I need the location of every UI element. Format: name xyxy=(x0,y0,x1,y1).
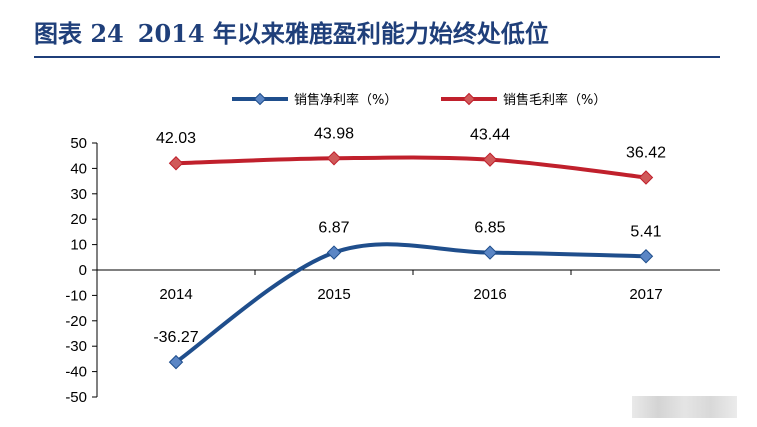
y-tick-label: -30 xyxy=(65,338,87,355)
x-tick-label: 2016 xyxy=(473,286,506,303)
data-point xyxy=(638,249,654,264)
chart-data-labels: -36.27 6.87 6.85 5.41 42.03 43.98 43.44 36.42 xyxy=(153,125,666,346)
data-label: 36.42 xyxy=(626,144,666,161)
data-point xyxy=(168,354,184,370)
legend-swatch-marker xyxy=(462,92,476,106)
series-line-0 xyxy=(174,242,648,365)
data-label: 5.41 xyxy=(630,223,661,240)
data-label: 43.44 xyxy=(470,127,510,144)
data-point xyxy=(168,156,184,171)
data-point xyxy=(326,151,342,166)
title-underline xyxy=(34,56,720,58)
figure-label: 图表 24 xyxy=(34,19,124,48)
data-point xyxy=(326,245,342,260)
data-point xyxy=(638,170,654,185)
data-point xyxy=(482,152,498,167)
figure-title: 图表 24 2014 年以来雅鹿盈利能力始终处低位 xyxy=(34,14,549,49)
series-line-1 xyxy=(174,155,648,180)
y-tick-label: -40 xyxy=(65,364,87,381)
chart-lines xyxy=(174,155,648,365)
watermark xyxy=(632,396,737,418)
legend-label: 销售毛利率（%） xyxy=(503,92,606,108)
x-tick-label: 2015 xyxy=(317,286,350,303)
chart-axes: 50 40 30 20 10 0 -10 -20 -30 -40 -50 2014 2015 2016 20… xyxy=(65,135,720,406)
y-tick-label: 50 xyxy=(70,135,87,152)
data-point xyxy=(482,245,498,260)
y-tick-label: 40 xyxy=(70,160,87,177)
y-tick-label: 10 xyxy=(70,237,87,254)
y-tick-label: 0 xyxy=(79,262,87,279)
legend-swatch-marker xyxy=(253,92,267,106)
data-label: 42.03 xyxy=(156,130,196,147)
y-tick-label: -10 xyxy=(65,287,87,304)
figure-title-text: 2014 年以来雅鹿盈利能力始终处低位 xyxy=(137,19,549,48)
y-tick-label: 20 xyxy=(70,211,87,228)
data-label: 6.87 xyxy=(318,220,349,237)
data-label: -36.27 xyxy=(153,329,198,346)
legend-label: 销售净利率（%） xyxy=(294,92,397,108)
y-tick-label: 30 xyxy=(70,186,87,203)
y-tick-label: -50 xyxy=(65,389,87,406)
chart-legend: 销售净利率（%） 销售毛利率（%） xyxy=(232,92,606,108)
x-tick-label: 2014 xyxy=(159,286,192,303)
data-label: 6.85 xyxy=(474,220,505,237)
x-tick-label: 2017 xyxy=(629,286,662,303)
data-label: 43.98 xyxy=(314,125,354,142)
chart-markers xyxy=(168,151,654,370)
y-tick-label: -20 xyxy=(65,313,87,330)
